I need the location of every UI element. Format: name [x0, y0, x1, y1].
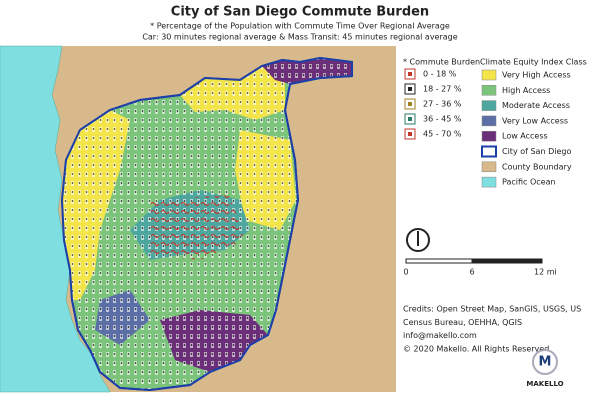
legend-icon: [408, 72, 412, 76]
title: City of San Diego Commute Burden: [171, 5, 429, 20]
logo-mark: M: [539, 355, 552, 370]
north-arrow: [406, 228, 430, 252]
legend-icon: [408, 117, 412, 121]
legend-label: Very Low Access: [502, 116, 568, 125]
scale-label: 12 mi: [534, 268, 557, 277]
legend-swatch: [481, 85, 497, 96]
legend-swatch: [481, 176, 497, 188]
legend-label: 27 - 36 %: [423, 100, 462, 109]
legend-label: Low Access: [502, 132, 548, 141]
credit-line: © 2020 Makello. All Rights Reserved.: [403, 344, 552, 353]
credit-line: Census Bureau, OEHHA, QGIS: [403, 318, 522, 327]
legend-title: * Commute Burden: [403, 58, 480, 67]
legend-swatch: [481, 115, 497, 127]
legend-label: City of San Diego: [502, 147, 571, 156]
legend-label: County Boundary: [502, 162, 572, 171]
legend-label: High Access: [502, 86, 550, 95]
legend-icon: [408, 87, 412, 91]
legend-swatch: [481, 100, 497, 111]
logo: M MAKELLO: [526, 349, 564, 388]
legend-label: Pacific Ocean: [502, 178, 556, 187]
legend-icon: [408, 102, 412, 106]
legend: * Commute Burden Climate Equity Index Cl…: [403, 58, 587, 188]
legend-swatch: [481, 145, 497, 158]
credits: Credits: Open Street Map, SanGIS, USGS, …: [403, 305, 581, 354]
scale-label: 6: [469, 268, 474, 277]
map: [0, 45, 396, 393]
legend-swatch: [481, 130, 497, 142]
subtitle: Car: 30 minutes regional average & Mass …: [142, 33, 457, 42]
legend-swatch: [481, 69, 497, 81]
legend-label: Moderate Access: [502, 101, 570, 110]
legend-swatch: [481, 161, 497, 173]
legend-label: 0 - 18 %: [423, 70, 457, 79]
legend-icon: [408, 132, 412, 136]
legend-label: 18 - 27 %: [423, 85, 462, 94]
scale-bar: 0 6 12 mi: [403, 258, 557, 277]
legend-label: Very High Access: [502, 71, 571, 80]
scale-label: 0: [403, 268, 408, 277]
logo-name: MAKELLO: [526, 380, 563, 388]
subtitle: * Percentage of the Population with Comm…: [150, 22, 450, 31]
credit-line: info@makello.com: [403, 331, 477, 340]
legend-label: 36 - 45 %: [423, 115, 462, 124]
credit-line: Credits: Open Street Map, SanGIS, USGS, …: [403, 305, 581, 314]
legend-label: 45 - 70 %: [423, 130, 462, 139]
legend-title: Climate Equity Index Class: [480, 58, 587, 67]
